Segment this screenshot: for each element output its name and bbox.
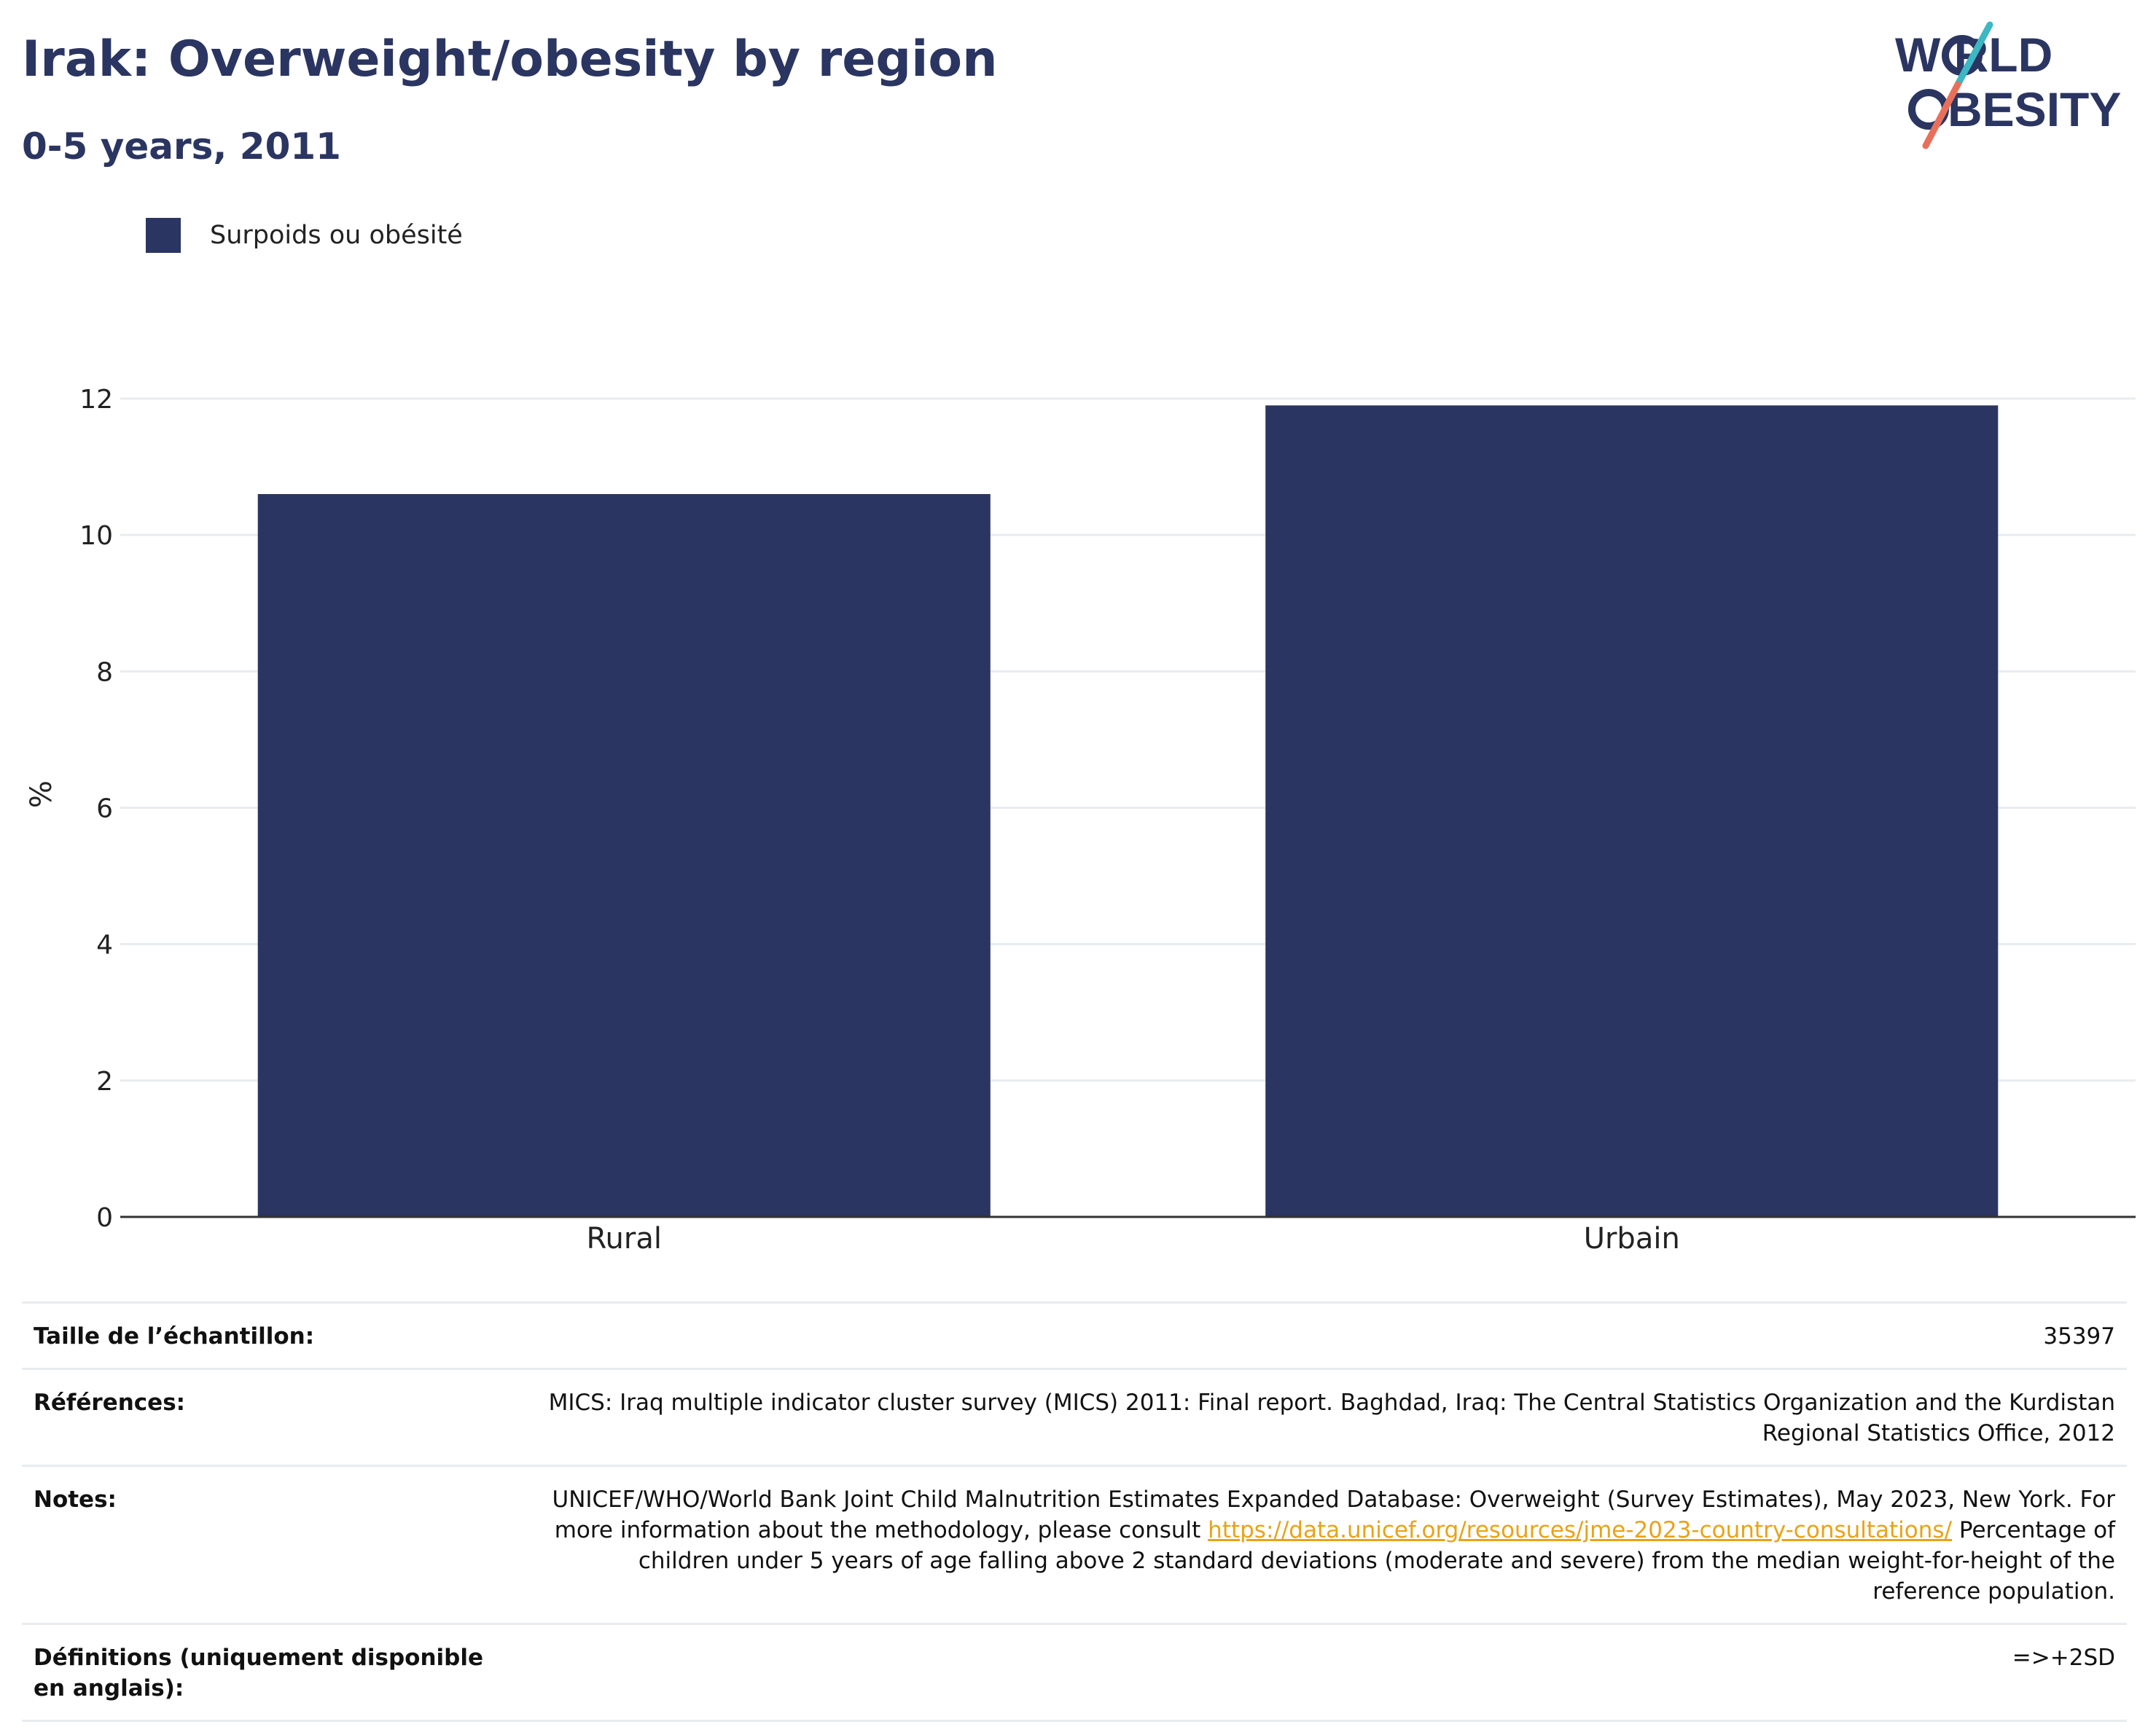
info-row-sample-size: Taille de l’échantillon: 35397 [22,1302,2127,1369]
bars [257,405,1999,1217]
y-tick-label: 6 [96,794,113,824]
sample-size-value: 35397 [2043,1323,2115,1350]
y-tick-label: 0 [96,1203,113,1233]
world-obesity-logo: W RLD BESITY [1895,21,2121,149]
bar-urbain [1265,405,1999,1217]
x-axis-labels: Rural Urbain [587,1222,1680,1256]
y-axis-title: % [25,780,58,808]
info-table: Taille de l’échantillon: 35397 Référence… [22,1301,2127,1722]
logo-slash-top [1954,21,1993,88]
y-tick-label: 4 [96,931,113,960]
y-tick-label: 8 [96,657,113,687]
references-label: Références: [34,1390,186,1416]
legend-label: Surpoids ou obésité [210,221,463,250]
sample-size-label: Taille de l’échantillon: [34,1323,315,1350]
logo-slash-bottom [1922,81,1961,149]
info-row-notes: Notes: UNICEF/WHO/World Bank Joint Child… [22,1465,2127,1624]
x-tick-label: Urbain [1584,1222,1680,1256]
info-row-definitions: Définitions (uniquement disponible en an… [22,1624,2127,1721]
chart-legend: Surpoids ou obésité [146,217,463,254]
info-row-references: Références: MICS: Iraq multiple indicato… [22,1368,2127,1466]
definitions-value: =>+2SD [2012,1645,2115,1671]
notes-text-before: UNICEF/WHO/World Bank Joint Child Malnut… [552,1487,2116,1543]
notes-link[interactable]: https://data.unicef.org/resources/jme-20… [1208,1517,1953,1543]
notes-label: Notes: [34,1487,117,1513]
y-tick-label: 2 [96,1067,113,1097]
chart-subtitle: 0-5 years, 2011 [22,125,341,168]
definitions-label: Définitions (uniquement disponible en an… [34,1645,484,1701]
chart-title: Irak: Overweight/obesity by region [22,31,998,88]
x-tick-label: Rural [587,1222,662,1256]
notes-text-after: Percentage of children under 5 years of … [638,1517,2115,1605]
notes-value: UNICEF/WHO/World Bank Joint Child Malnut… [526,1466,2127,1624]
y-axis-ticks: 0 2 4 6 8 10 12 [79,385,113,1233]
legend-swatch [146,218,181,253]
bar-chart: 0 2 4 6 8 10 12 Rural Urbain % [25,385,2136,1256]
y-tick-label: 10 [79,521,113,551]
logo-line-2: BESITY [1948,82,2121,136]
bar-rural [257,494,991,1217]
references-value: MICS: Iraq multiple indicator cluster su… [548,1390,2115,1446]
y-tick-label: 12 [79,385,113,415]
